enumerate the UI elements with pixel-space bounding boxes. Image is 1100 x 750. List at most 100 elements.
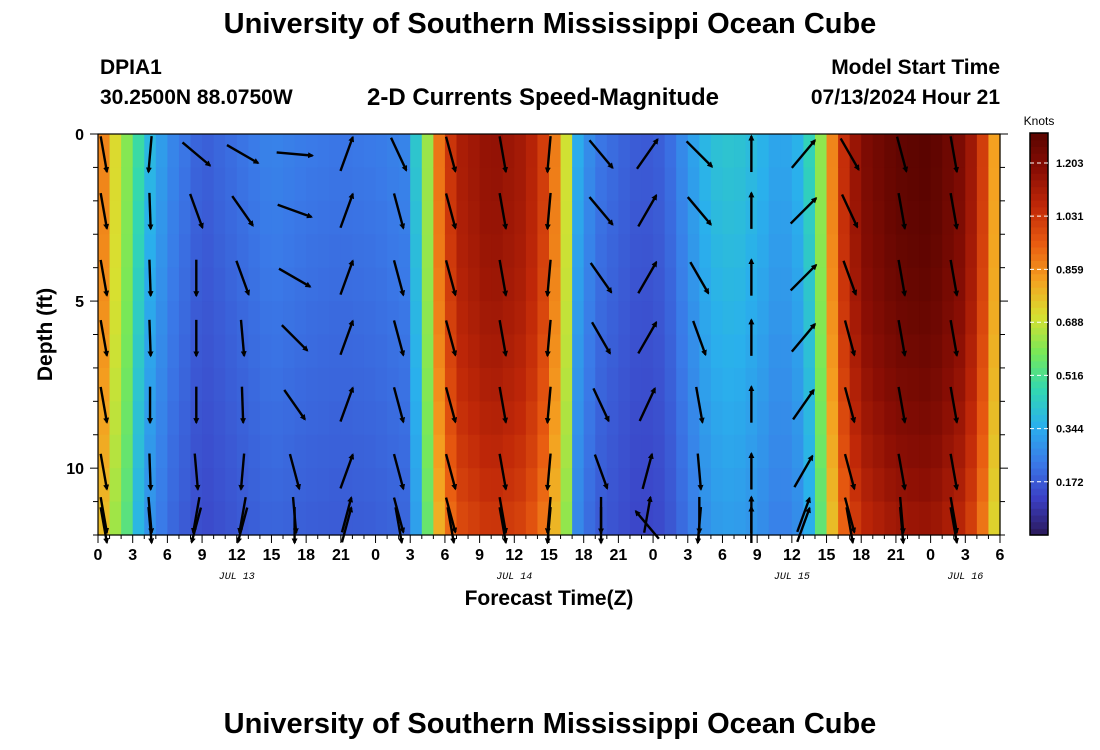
heatmap-cell bbox=[826, 200, 839, 235]
heatmap-cell bbox=[560, 334, 573, 369]
heatmap-cell bbox=[606, 267, 619, 302]
heatmap-cell bbox=[410, 167, 423, 202]
heatmap-cell bbox=[121, 134, 134, 169]
heatmap-cell bbox=[930, 334, 943, 369]
heatmap-cell bbox=[444, 367, 458, 402]
heatmap-cell bbox=[306, 234, 319, 269]
heatmap-cell bbox=[664, 434, 677, 469]
heatmap-cell bbox=[895, 434, 909, 469]
heatmap-cell bbox=[514, 501, 527, 536]
heatmap-cell bbox=[572, 401, 585, 436]
heatmap-cell bbox=[965, 367, 978, 402]
heatmap-cell bbox=[109, 234, 122, 269]
heatmap-cell bbox=[664, 334, 677, 369]
heatmap-cell bbox=[907, 468, 920, 503]
heatmap-cell bbox=[803, 234, 816, 269]
heatmap-cell bbox=[641, 301, 654, 336]
heatmap-cell bbox=[965, 234, 978, 269]
heatmap-cell bbox=[849, 334, 862, 369]
heatmap-cell bbox=[606, 401, 619, 436]
heatmap-cell bbox=[618, 267, 631, 302]
heatmap-cell bbox=[710, 167, 724, 202]
heatmap-cell bbox=[121, 367, 134, 402]
heatmap-cell bbox=[768, 468, 781, 503]
colorbar-segment bbox=[1030, 454, 1048, 462]
heatmap-cell bbox=[329, 468, 342, 503]
heatmap-cell bbox=[294, 234, 307, 269]
heatmap-cell bbox=[329, 367, 342, 402]
heatmap-cell bbox=[537, 434, 550, 469]
heatmap-cell bbox=[872, 501, 885, 536]
heatmap-cell bbox=[329, 301, 342, 336]
current-vector bbox=[147, 453, 154, 491]
heatmap-cell bbox=[549, 334, 562, 369]
heatmap-cell bbox=[549, 167, 562, 202]
heatmap-cell bbox=[306, 468, 319, 503]
heatmap-cell bbox=[225, 267, 238, 302]
heatmap-cell bbox=[178, 334, 192, 369]
heatmap-cell bbox=[109, 401, 122, 436]
colorbar-segment bbox=[1030, 401, 1048, 409]
heatmap-cell bbox=[734, 468, 747, 503]
heatmap-cell bbox=[363, 367, 377, 402]
heatmap-cell bbox=[410, 301, 423, 336]
heatmap-cell bbox=[306, 401, 319, 436]
heatmap-cell bbox=[375, 301, 388, 336]
heatmap-cell bbox=[236, 134, 249, 169]
heatmap-cell bbox=[710, 200, 724, 235]
heatmap-cell bbox=[595, 167, 608, 202]
current-vector bbox=[239, 319, 247, 358]
x-tick-label: 18 bbox=[297, 547, 315, 564]
heatmap-cell bbox=[560, 434, 573, 469]
colorbar-segment bbox=[1030, 146, 1048, 154]
heatmap-cell bbox=[329, 434, 342, 469]
heatmap-cell bbox=[988, 334, 1001, 369]
current-vector bbox=[189, 193, 204, 230]
heatmap-cell bbox=[421, 267, 434, 302]
colorbar-segment bbox=[1030, 166, 1048, 174]
heatmap-cell bbox=[768, 200, 781, 235]
heatmap-cell bbox=[167, 134, 180, 169]
current-vector bbox=[949, 453, 960, 491]
heatmap-cell bbox=[271, 401, 284, 436]
heatmap-cell bbox=[398, 301, 411, 336]
heatmap-cell bbox=[271, 267, 284, 302]
heatmap-cell bbox=[514, 167, 527, 202]
heatmap-cell bbox=[410, 468, 423, 503]
colorbar-segment bbox=[1030, 213, 1048, 221]
heatmap-cell bbox=[942, 334, 955, 369]
heatmap-cell bbox=[306, 200, 319, 235]
heatmap-cell bbox=[190, 301, 203, 336]
heatmap-cell bbox=[178, 267, 192, 302]
heatmap-cell bbox=[525, 468, 539, 503]
colorbar-tick-label: 0.688 bbox=[1056, 317, 1084, 329]
heatmap-cell bbox=[479, 501, 492, 536]
heatmap-cell bbox=[248, 334, 261, 369]
heatmap-cell bbox=[444, 200, 458, 235]
heatmap-cell bbox=[861, 468, 874, 503]
heatmap-cell bbox=[861, 234, 874, 269]
heatmap-cell bbox=[514, 434, 527, 469]
heatmap-cell bbox=[271, 200, 284, 235]
heatmap-cell bbox=[572, 501, 585, 536]
station-id: DPIA1 bbox=[100, 56, 162, 79]
heatmap-cell bbox=[491, 468, 504, 503]
heatmap-cell bbox=[479, 301, 492, 336]
heatmap-cell bbox=[722, 134, 735, 169]
heatmap-cell bbox=[363, 267, 377, 302]
heatmap-cell bbox=[109, 334, 122, 369]
heatmap-cell bbox=[352, 267, 365, 302]
heatmap-cell bbox=[872, 134, 885, 169]
date-label: JUL 13 bbox=[219, 572, 255, 583]
current-vector bbox=[544, 386, 552, 425]
current-vector bbox=[444, 386, 458, 424]
x-tick-label: 21 bbox=[887, 547, 905, 564]
heatmap-cell bbox=[375, 334, 388, 369]
heatmap-cell bbox=[155, 200, 168, 235]
heatmap-cell bbox=[560, 401, 573, 436]
heatmap-cell bbox=[791, 501, 805, 536]
heatmap-cell bbox=[132, 367, 145, 402]
heatmap-cell bbox=[549, 267, 562, 302]
heatmap-cell bbox=[410, 334, 423, 369]
current-vector bbox=[99, 192, 110, 231]
